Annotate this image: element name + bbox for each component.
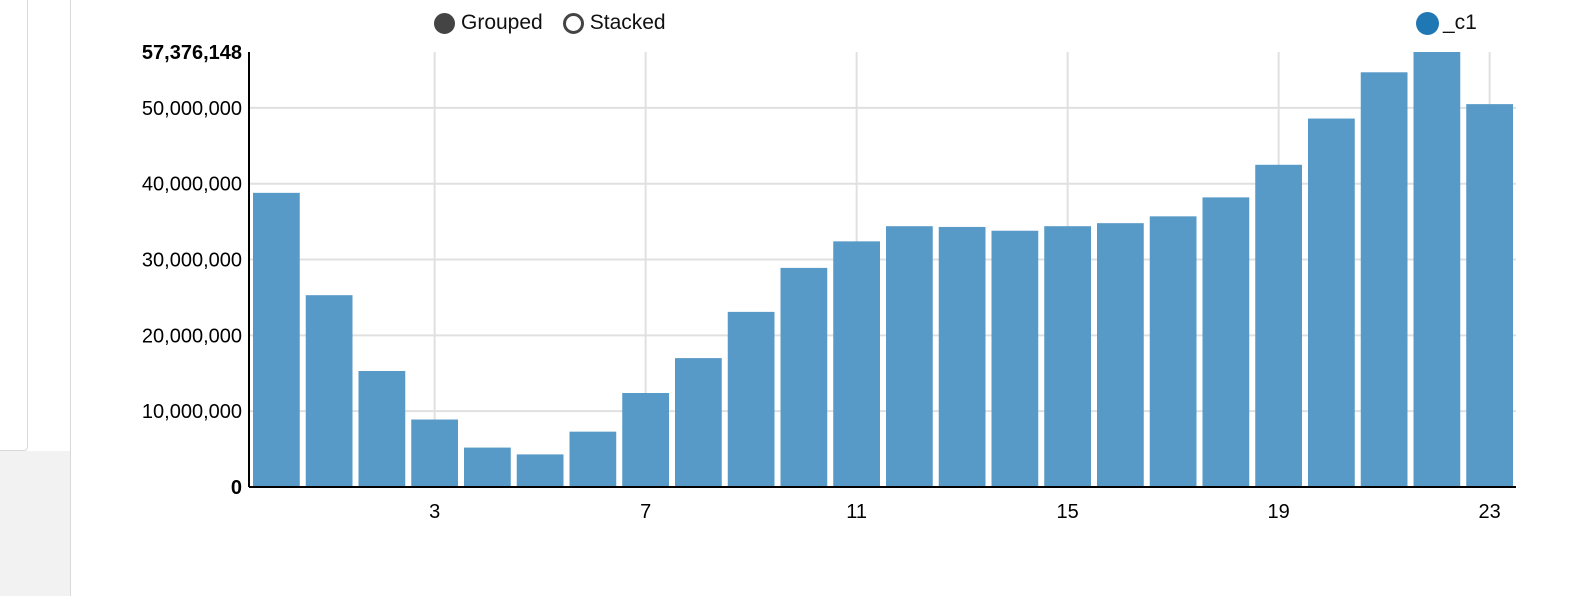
bar[interactable] <box>253 192 300 488</box>
series-legend-dot-icon[interactable] <box>1416 11 1439 35</box>
side-panel-divider <box>70 0 71 596</box>
bar[interactable] <box>780 267 828 487</box>
grouped-radio[interactable]: Grouped <box>434 11 543 35</box>
axis-layer: 0 10,000,000 20,000,000 30,000,000 40,000,00… <box>142 42 1516 523</box>
y-tick-label: 0 <box>231 477 242 499</box>
side-panel <box>0 0 28 451</box>
chart-mode-controls: Grouped Stacked <box>434 9 686 37</box>
y-tick-label: 40,000,000 <box>142 174 242 196</box>
bar[interactable] <box>305 295 353 487</box>
x-tick-label: 7 <box>640 501 651 523</box>
bar[interactable] <box>1413 52 1461 487</box>
bar[interactable] <box>464 447 511 487</box>
bar[interactable] <box>1149 216 1197 487</box>
series-legend-label[interactable]: _c1 <box>1443 11 1477 34</box>
stacked-radio-dot-icon[interactable] <box>562 12 584 34</box>
bar[interactable] <box>1202 197 1250 487</box>
bar[interactable] <box>411 419 458 487</box>
y-tick-label: 20,000,000 <box>142 325 242 347</box>
bar[interactable] <box>938 226 986 487</box>
bar[interactable] <box>886 226 933 487</box>
x-tick-label: 23 <box>1479 501 1501 523</box>
series-legend[interactable]: _c1 <box>1416 9 1477 37</box>
bar[interactable] <box>1097 223 1144 487</box>
y-tick-label: 57,376,148 <box>142 42 242 64</box>
bar[interactable] <box>569 431 617 487</box>
grouped-radio-dot-icon[interactable] <box>434 12 455 34</box>
bar[interactable] <box>516 454 564 487</box>
x-tick-label: 3 <box>429 501 440 523</box>
bar-layer <box>253 52 1513 488</box>
bar[interactable] <box>1308 118 1355 488</box>
side-panel-gutter <box>0 451 70 596</box>
stacked-radio-label[interactable]: Stacked <box>589 11 666 34</box>
bar[interactable] <box>622 392 669 487</box>
stacked-radio[interactable]: Stacked <box>562 11 666 35</box>
x-tick-label: 19 <box>1268 501 1290 523</box>
y-tick-label: 50,000,000 <box>142 98 242 120</box>
x-tick-label: 15 <box>1057 501 1079 523</box>
y-tick-label: 30,000,000 <box>142 250 242 272</box>
x-tick-label: 11 <box>846 501 867 523</box>
bar[interactable] <box>833 241 880 487</box>
bar[interactable] <box>358 371 406 487</box>
bar[interactable] <box>1466 104 1513 488</box>
bar[interactable] <box>727 311 775 487</box>
bar[interactable] <box>1044 226 1091 487</box>
grouped-radio-label[interactable]: Grouped <box>461 11 543 34</box>
y-tick-label: 10,000,000 <box>142 401 242 423</box>
bar[interactable] <box>1255 164 1302 487</box>
bar[interactable] <box>1360 72 1408 488</box>
bar[interactable] <box>675 358 722 487</box>
bar[interactable] <box>991 230 1039 487</box>
